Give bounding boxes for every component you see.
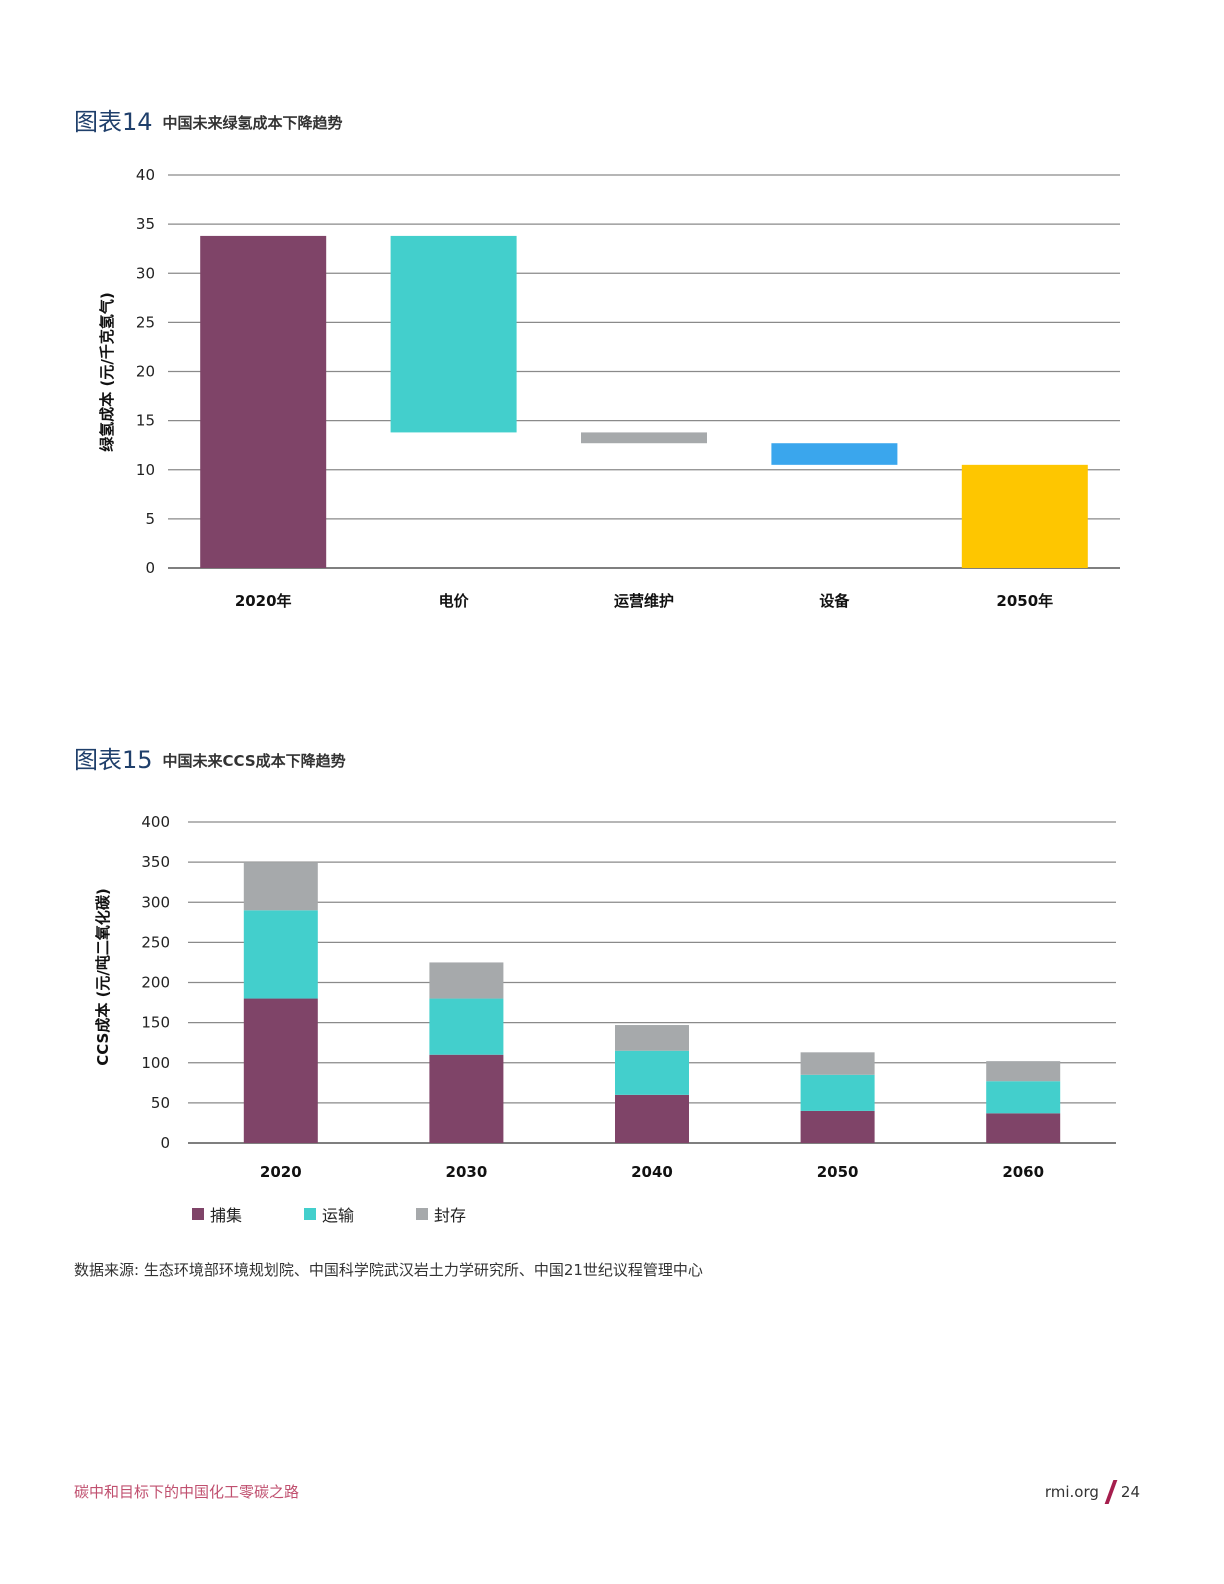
chart15-category-label: 2030 [446,1163,488,1181]
chart15-bar-segment [800,1052,875,1075]
chart15-category-label: 2020 [260,1163,302,1181]
chart15-bar-segment [243,862,318,911]
footer-page-info: rmi.org 24 [1045,1480,1140,1504]
legend-item: 捕集 [192,1202,304,1226]
footer-slash-divider [1104,1480,1118,1504]
footer-report-title: 碳中和目标下的中国化工零碳之路 [74,1483,300,1501]
page-number: 24 [1120,1483,1140,1501]
legend-swatch [192,1208,204,1220]
chart15-ytick-label: 350 [141,853,170,871]
chart14-bar [200,235,327,569]
legend-swatch [416,1208,428,1220]
chart14-ytick-label: 25 [136,313,155,331]
chart14-category-label: 2050年 [996,592,1053,610]
chart15-bar-segment [615,1094,689,1143]
source-note: 数据来源: 生态环境部环境规划院、中国科学院武汉岩土力学研究所、中国21世纪议程… [74,1261,703,1279]
chart14-ytick-label: 5 [145,510,155,528]
legend-item: 运输 [304,1202,416,1226]
chart14-bar [961,464,1088,568]
figure15-title-text: 中国未来CCS成本下降趋势 [162,752,346,770]
chart15-ytick-label: 0 [160,1134,170,1152]
chart15-bar-segment [986,1113,1061,1143]
chart15-ytick-label: 150 [141,1014,170,1032]
legend-label: 运输 [322,1206,355,1225]
chart15-bar-segment [800,1110,875,1143]
chart14-category-label: 设备 [819,592,850,610]
chart14-ytick-label: 40 [136,166,155,184]
chart15-bar-segment [429,998,504,1055]
chart14-ytick-label: 30 [136,264,155,282]
chart15-ytick-label: 100 [141,1054,170,1072]
chart15-ylabel: CCS成本 (元/吨二氧化碳) [94,888,112,1066]
chart14-category-label: 电价 [439,592,470,610]
figure15-label: 图表15 [74,746,153,774]
legend-label: 捕集 [210,1206,243,1225]
chart15-bar-segment [986,1081,1061,1114]
chart15-category-label: 2060 [1002,1163,1044,1181]
chart14-ytick-label: 20 [136,363,155,381]
chart14-waterfall: 绿氢成本 (元/千克氢气) 0 5 10 15 20 25 30 35 40 2020年 电价 运营维… [98,166,1120,610]
chart15-category-label: 2050 [817,1163,859,1181]
chart15-ytick-label: 250 [141,933,170,951]
chart14-bar [390,235,517,433]
chart14-category-label: 2020年 [235,592,292,610]
chart15-ytick-label: 200 [141,974,170,992]
chart15-bar-segment [800,1074,875,1111]
chart15-bar-segment [243,998,318,1143]
chart14-ytick-label: 10 [136,461,155,479]
chart15-bar-segment [243,910,318,999]
figure15-title: 图表15 中国未来CCS成本下降趋势 [74,740,346,775]
chart15-bar-segment [429,962,504,999]
chart15-stacked-bar: CCS成本 (元/吨二氧化碳) 0 50 100 150 200 250 300 350 400… [94,813,1116,1181]
chart14-ylabel: 绿氢成本 (元/千克氢气) [98,292,116,451]
chart15-bar-segment [615,1050,689,1095]
chart15-ytick-label: 50 [151,1094,170,1112]
chart15-category-label: 2040 [631,1163,673,1181]
chart14-bar [771,443,898,465]
chart14-bar [581,432,707,444]
figure14-title: 图表14 中国未来绿氢成本下降趋势 [74,102,343,137]
chart14-category-label: 运营维护 [614,592,674,610]
figure14-title-text: 中国未来绿氢成本下降趋势 [162,114,343,132]
footer-site-link[interactable]: rmi.org [1044,1483,1099,1501]
legend-label: 封存 [434,1206,467,1225]
chart14-ytick-label: 0 [145,559,155,577]
chart15-ytick-label: 300 [141,893,170,911]
chart15-legend: 捕集 运输 封存 [192,1202,528,1226]
chart15-bar-segment [986,1061,1061,1082]
figure14-label: 图表14 [74,108,153,136]
chart15-bar-segment [615,1025,689,1051]
chart14-ytick-label: 15 [136,412,155,430]
chart15-bar-segment [429,1054,504,1143]
legend-swatch [304,1208,316,1220]
legend-item: 封存 [416,1202,528,1226]
chart15-ytick-label: 400 [141,813,170,831]
chart14-ytick-label: 35 [136,215,155,233]
